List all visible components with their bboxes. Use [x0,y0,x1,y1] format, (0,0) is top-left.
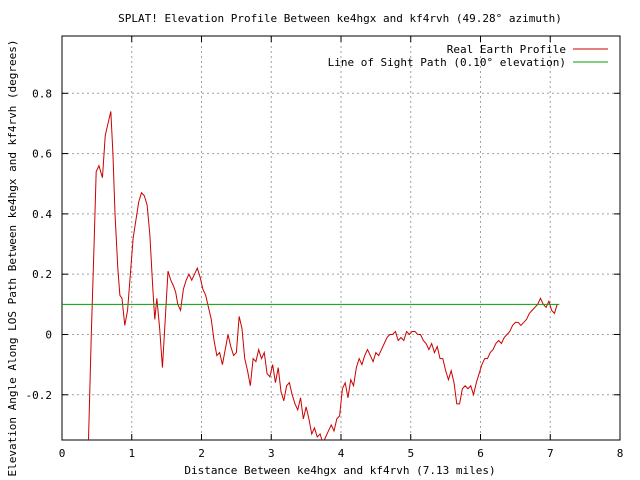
axis-ticks: 0 1 2 3 4 5 6 7 8 -0.2 0 0.2 0.4 0.6 0.8 [26,36,624,460]
x-tick-label: 7 [547,447,554,460]
series-line-real-earth-profile [88,111,558,440]
y-axis-label: Elevation Angle Along LOS Path Between k… [6,39,19,476]
x-tick-label: 1 [128,447,135,460]
legend-label: Line of Sight Path (0.10° elevation) [328,56,566,69]
y-tick-label: 0.4 [32,208,52,221]
y-tick-label: -0.2 [26,389,53,402]
series-layer [62,111,560,440]
x-tick-label: 3 [268,447,275,460]
x-tick-label: 2 [198,447,205,460]
chart-title: SPLAT! Elevation Profile Between ke4hgx … [118,12,562,25]
y-tick-label: 0.8 [32,87,52,100]
x-tick-label: 0 [59,447,66,460]
grid-lines [62,36,620,440]
legend-label: Real Earth Profile [447,43,566,56]
x-tick-label: 4 [338,447,345,460]
y-tick-label: 0.6 [32,148,52,161]
x-axis-label: Distance Between ke4hgx and kf4rvh (7.13… [184,464,495,477]
y-tick-label: 0 [45,328,52,341]
x-tick-label: 8 [617,447,624,460]
x-tick-label: 6 [477,447,484,460]
x-tick-label: 5 [407,447,414,460]
y-tick-label: 0.2 [32,268,52,281]
